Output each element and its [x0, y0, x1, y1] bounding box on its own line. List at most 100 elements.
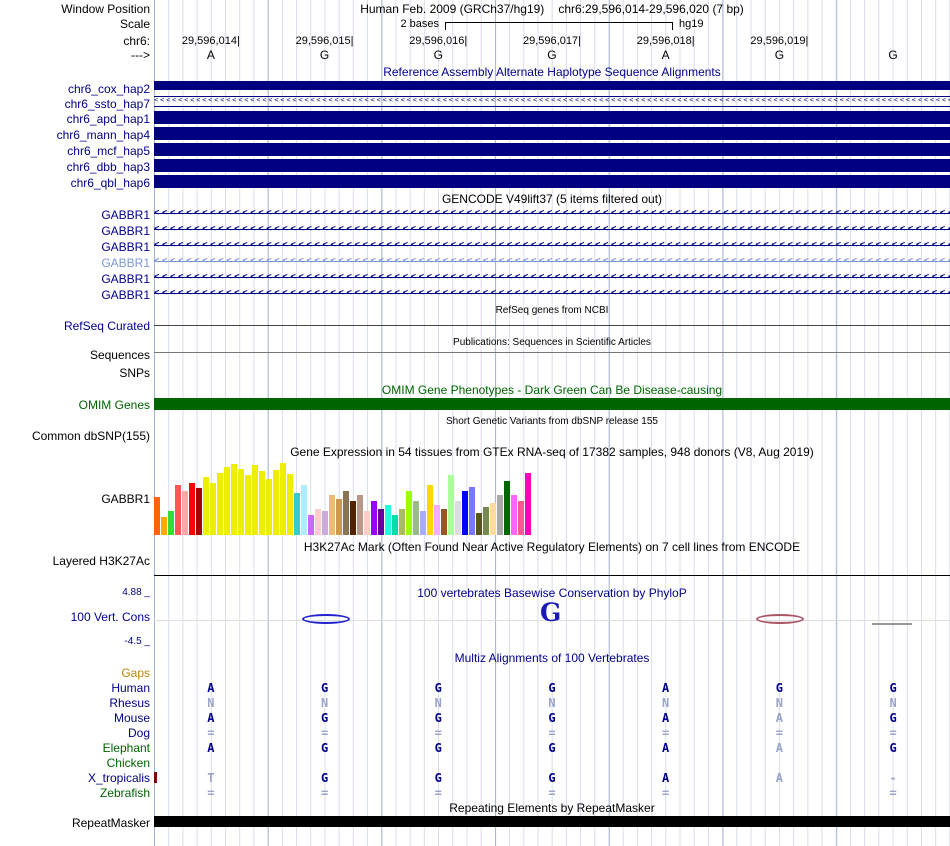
haplotype-track-label[interactable]: chr6_qbl_hap6 [70, 176, 150, 190]
gtex-tissue-bar [427, 485, 433, 535]
multiz-gaps-label[interactable]: Gaps [121, 666, 150, 680]
gtex-gene-label[interactable]: GABBR1 [101, 491, 150, 506]
species-label[interactable]: Human [111, 680, 150, 695]
publications-track-label[interactable]: Sequences [89, 348, 150, 362]
publications-track-title[interactable]: Publications: Sequences in Scientific Ar… [453, 337, 651, 348]
alignment-base: A [775, 710, 783, 725]
multiz-track-title[interactable]: Multiz Alignments of 100 Vertebrates [454, 651, 650, 665]
gene-label[interactable]: GABBR1 [101, 288, 150, 302]
gtex-row: GABBR1 [0, 462, 950, 535]
species-alignment-row: Dog = = = = = = = [0, 725, 950, 740]
omim-gene-bar [154, 398, 950, 410]
reference-base: A [206, 48, 215, 62]
h3k27ac-track-title[interactable]: H3K27Ac Mark (Often Found Near Active Re… [303, 540, 801, 554]
phylop-track-title[interactable]: 100 vertebrates Basewise Conservation by… [417, 585, 687, 600]
alignment-base: G [775, 680, 783, 695]
species-label[interactable]: Mouse [113, 710, 150, 725]
alignment-base: G [548, 680, 556, 695]
omim-track-title[interactable]: OMIM Gene Phenotypes - Dark Green Can Be… [381, 383, 723, 397]
species-label[interactable]: Zebrafish [99, 785, 150, 800]
gtex-tissue-bar [196, 488, 202, 535]
snps-track-label[interactable]: SNPs [119, 366, 150, 380]
haplotype-track-row: chr6_qbl_hap6 [0, 175, 950, 191]
haplotype-alignment-bar [154, 111, 950, 124]
multiz-species-rows: Human A G G G A G G Rhesus N N N N N [0, 680, 950, 800]
publications-item-line [154, 352, 950, 353]
phylop-plot-area: G [154, 600, 950, 634]
dbsnp-track-title[interactable]: Short Genetic Variants from dbSNP releas… [446, 416, 658, 427]
haplotype-track-label[interactable]: chr6_ssto_hap7 [64, 96, 150, 111]
repeatmasker-track-label[interactable]: RepeatMasker [71, 815, 150, 830]
omim-row: OMIM Genes [0, 397, 950, 412]
grid-lines [154, 0, 950, 846]
haplotype-track-row: chr6_dbb_hap3 [0, 159, 950, 175]
alignment-base: G [434, 740, 442, 755]
gtex-tissue-bar [420, 511, 426, 535]
gtex-tissue-bar [238, 469, 244, 535]
multiz-gaps-row: Gaps [0, 666, 950, 680]
assembly-name: Human Feb. 2009 (GRCh37/hg19) [360, 2, 545, 16]
gene-label[interactable]: GABBR1 [101, 256, 150, 270]
alignment-base: = [207, 785, 215, 800]
alignment-base: T [207, 770, 215, 785]
phylop-plot-row: 100 Vert. Cons G [0, 600, 950, 634]
gtex-tissue-bar [189, 483, 195, 535]
alignment-base: A [662, 680, 670, 695]
haplotype-track-label[interactable]: chr6_mann_hap4 [56, 128, 150, 142]
gtex-tissue-bar [455, 501, 461, 535]
alignment-base: G [434, 680, 442, 695]
gene-label[interactable]: GABBR1 [101, 224, 150, 238]
gtex-track-title[interactable]: Gene Expression in 54 tissues from GTEx … [290, 445, 814, 459]
gtex-tissue-bar [525, 473, 531, 535]
phylop-max-label: 4.88 _ [122, 587, 150, 598]
repeatmasker-track-title[interactable]: Repeating Elements by RepeatMasker [449, 801, 655, 815]
gene-label[interactable]: GABBR1 [101, 208, 150, 222]
alignment-base: = [662, 725, 670, 740]
species-label[interactable]: Elephant [102, 740, 150, 755]
clipped-item-tick [154, 772, 157, 783]
omim-track-label[interactable]: OMIM Genes [78, 397, 150, 412]
species-alignment-row: Rhesus N N N N N N N [0, 695, 950, 710]
haplotype-track-label[interactable]: chr6_cox_hap2 [67, 81, 150, 96]
alignment-base: G [548, 770, 556, 785]
haplotype-track-label[interactable]: chr6_apd_hap1 [66, 112, 150, 126]
repeatmasker-element-bar [154, 816, 950, 827]
species-label[interactable]: X_tropicalis [87, 770, 150, 785]
gene-label[interactable]: GABBR1 [101, 240, 150, 254]
gtex-tissue-bar [364, 511, 370, 535]
gtex-tissue-bar [175, 485, 181, 535]
gene-label[interactable]: GABBR1 [101, 272, 150, 286]
gtex-tissue-bar [273, 470, 279, 535]
gtex-tissue-bar [308, 515, 314, 535]
scale-label: Scale [119, 17, 150, 31]
haplotype-track-row: chr6_apd_hap1 [0, 111, 950, 127]
h3k27ac-track-label[interactable]: Layered H3K27Ac [52, 555, 150, 568]
gtex-tissue-bar [210, 483, 216, 535]
phylop-track-label[interactable]: 100 Vert. Cons [70, 610, 150, 624]
refseq-track-label[interactable]: RefSeq Curated [63, 318, 150, 333]
chrom-label: chr6: [123, 33, 150, 48]
haplotype-alignment-bar [154, 81, 950, 90]
refseq-track-title[interactable]: RefSeq genes from NCBI [495, 305, 609, 316]
species-label[interactable]: Rhesus [109, 695, 150, 710]
haplotype-alignment-bar [154, 96, 950, 107]
alignment-base: G [889, 680, 897, 695]
haplotype-track-label[interactable]: chr6_mcf_hap5 [67, 144, 150, 158]
reference-base: G [774, 48, 785, 62]
gene-intron-arrows [154, 271, 950, 283]
species-label[interactable]: Chicken [106, 755, 150, 770]
haplotype-track-row: chr6_mann_hap4 [0, 127, 950, 143]
alt-haplotype-track-title[interactable]: Reference Assembly Alternate Haplotype S… [383, 65, 721, 79]
alignment-base: A [662, 770, 670, 785]
gene-row: GABBR1 [0, 271, 950, 287]
alignment-base: A [207, 710, 215, 725]
gtex-tissue-bar [245, 475, 251, 535]
alignment-base: N [320, 695, 329, 710]
alignment-base: G [548, 740, 556, 755]
phylop-conservation-mark [756, 614, 804, 624]
haplotype-track-label[interactable]: chr6_dbb_hap3 [66, 160, 150, 174]
gencode-track-title[interactable]: GENCODE V49lift37 (5 items filtered out) [441, 192, 663, 206]
species-label[interactable]: Dog [127, 725, 150, 740]
dbsnp-track-label[interactable]: Common dbSNP(155) [31, 429, 150, 443]
species-alignment-row: X_tropicalis T G G G A A - [0, 770, 950, 785]
